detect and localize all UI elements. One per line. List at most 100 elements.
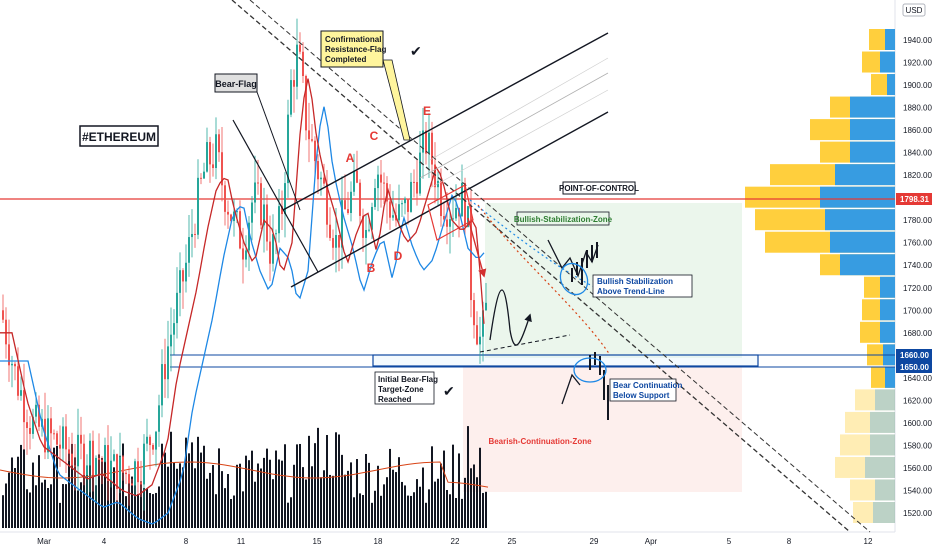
volume-bar: [149, 493, 151, 528]
price-badge-label: 1650.00: [900, 363, 929, 372]
profile-sell-bar: [835, 456, 895, 478]
candle-body: [212, 164, 214, 169]
candle-body: [416, 182, 418, 194]
candle-body: [278, 206, 280, 234]
volume-bar: [422, 467, 424, 528]
candle-body: [431, 132, 433, 165]
price-badge-label: 1798.31: [900, 195, 929, 204]
candle-body: [137, 461, 139, 483]
candle-body: [263, 204, 265, 226]
volume-bar: [245, 455, 247, 528]
candle-body: [473, 300, 475, 326]
candle-body: [200, 177, 202, 179]
candle-body: [14, 363, 16, 367]
price-tick-label: 1900.00: [903, 81, 932, 90]
volume-bar: [44, 479, 46, 528]
volume-bar: [431, 446, 433, 528]
price-badge-bg: [896, 20, 932, 31]
volume-bar: [290, 497, 292, 528]
volume-bar: [416, 479, 418, 528]
candle-body: [32, 416, 34, 434]
volume-bar: [230, 499, 232, 528]
label-line: Confirmational: [325, 35, 381, 44]
volume-bar: [452, 444, 454, 528]
volume-bar: [332, 475, 334, 528]
candle-body: [284, 183, 286, 215]
downtrend-line-parallel: [249, 0, 871, 533]
volume-bar: [80, 482, 82, 528]
volume-bar: [308, 435, 310, 528]
volume-bar: [197, 436, 199, 528]
candle-body: [92, 440, 94, 475]
candle-body: [371, 206, 373, 230]
volume-bar: [176, 468, 178, 528]
candle-body: [38, 404, 40, 427]
volume-bar: [68, 453, 70, 528]
volume-bar: [380, 495, 382, 528]
candle-body: [254, 182, 256, 203]
volume-bar: [206, 478, 208, 528]
volume-bar: [440, 463, 442, 528]
candle-body: [26, 422, 28, 428]
candle-body: [455, 207, 457, 219]
check-icon-target: ✔: [443, 383, 455, 399]
candle-body: [149, 436, 151, 446]
price-tick-label: 1740.00: [903, 261, 932, 270]
candle-body: [140, 482, 142, 485]
wave-labels: A B C D E: [346, 104, 431, 275]
time-tick-label: Apr: [645, 537, 658, 546]
candle-body: [398, 204, 400, 221]
candle-body: [173, 323, 175, 335]
candle-body: [50, 418, 52, 434]
candle-body: [245, 250, 247, 260]
check-icon-top: ✔: [410, 43, 422, 59]
candle-body: [20, 390, 22, 396]
volume-bar: [8, 472, 10, 528]
volume-bar: [449, 494, 451, 528]
volume-bar: [23, 449, 25, 528]
candle-body: [470, 206, 472, 301]
volume-bar: [179, 463, 181, 528]
time-tick-label: Mar: [37, 537, 51, 546]
price-axis-background: [895, 0, 932, 550]
volume-bar: [341, 454, 343, 528]
volume-bars: [0, 426, 489, 528]
volume-bar: [287, 502, 289, 528]
candle-body: [326, 183, 328, 225]
profile-buy-bar: [885, 29, 895, 50]
volume-bar: [374, 490, 376, 528]
candle-body: [164, 364, 166, 380]
volume-bar: [395, 472, 397, 528]
time-axis[interactable]: Mar 4 8 11 15 18 22 25 29 Apr 5 8 12: [37, 537, 873, 546]
candle-body: [185, 262, 187, 282]
volume-bar: [350, 462, 352, 528]
candle-body: [152, 445, 154, 450]
candle-body: [197, 177, 199, 235]
time-tick-label: 8: [787, 537, 792, 546]
label-line: Reached: [378, 395, 411, 404]
label-line: Below Support: [613, 391, 670, 400]
candle-body: [293, 80, 295, 87]
price-tick-label: 1600.00: [903, 419, 932, 428]
volume-bar: [365, 454, 367, 528]
candle-body: [230, 214, 232, 222]
candle-body: [188, 237, 190, 263]
candle-body: [485, 302, 487, 311]
candle-body: [356, 170, 358, 183]
candle-body: [317, 161, 319, 180]
price-axis[interactable]: 1520.00 1540.00 1560.00 1580.00 1600.00 1620.…: [903, 36, 932, 518]
wave-label-c: C: [370, 129, 379, 143]
volume-bar: [485, 491, 487, 528]
confirmational-label: Confirmational Resistance-Flag Completed ✔: [320, 30, 422, 141]
candle-body: [29, 427, 31, 434]
candle-body: [194, 233, 196, 235]
candle-body: [290, 80, 292, 115]
bear-continuation-circle: [573, 357, 607, 383]
volume-bar: [458, 453, 460, 528]
candle-body: [359, 182, 361, 216]
time-tick-label: 11: [237, 537, 246, 546]
candle-body: [482, 310, 484, 337]
profile-buy-bar: [850, 119, 895, 141]
ema-slow-line: [0, 106, 485, 525]
